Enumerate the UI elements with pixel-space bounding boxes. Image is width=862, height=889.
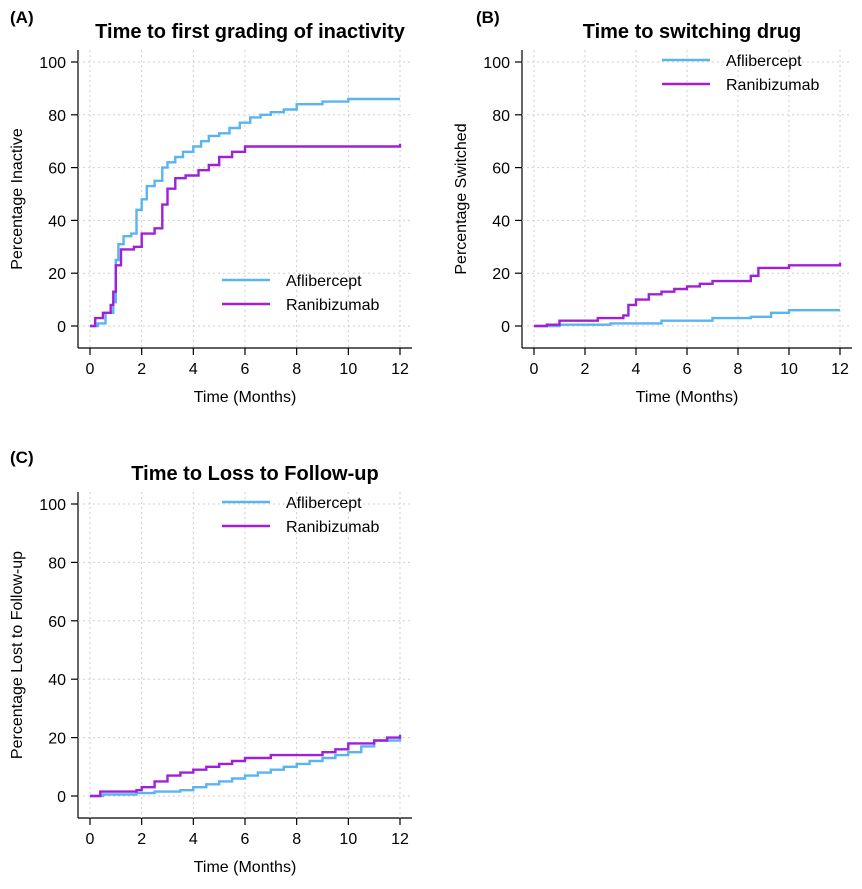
y-tick-label: 0	[57, 789, 66, 806]
x-tick-label: 4	[189, 361, 198, 378]
x-tick-label: 2	[581, 361, 590, 378]
x-tick-label: 10	[339, 831, 357, 848]
x-tick-label: 0	[86, 361, 95, 378]
x-tick-label: 12	[831, 361, 849, 378]
y-tick-label: 0	[501, 319, 510, 336]
y-tick-label: 20	[492, 266, 510, 283]
y-tick-label: 100	[39, 497, 66, 514]
x-axis-label: Time (Months)	[636, 389, 739, 406]
legend-label-ranibizumab: Ranibizumab	[726, 77, 819, 94]
y-tick-label: 60	[48, 614, 66, 631]
series-line-ranibizumab	[90, 734, 402, 798]
y-tick-label: 20	[48, 266, 66, 283]
panel-a-letter: (A)	[10, 8, 34, 27]
y-axis-label: Percentage Switched	[453, 123, 470, 274]
x-tick-label: 4	[632, 361, 641, 378]
legend-label-aflibercept: Aflibercept	[286, 273, 362, 290]
y-tick-label: 60	[48, 161, 66, 178]
panel-b-letter: (B)	[476, 8, 500, 27]
x-tick-label: 8	[292, 831, 301, 848]
series-line-aflibercept	[90, 737, 402, 798]
series-line-aflibercept	[90, 97, 400, 328]
legend-label-ranibizumab: Ranibizumab	[286, 519, 379, 536]
x-tick-label: 12	[391, 831, 409, 848]
y-tick-label: 40	[48, 213, 66, 230]
y-tick-label: 80	[48, 108, 66, 125]
x-axis-label: Time (Months)	[194, 389, 297, 406]
series-line-ranibizumab	[90, 143, 402, 328]
panel-0: 0 2 4 6 8 10 12 0 20 40 60 80 100 Time to first gradi…	[9, 21, 412, 406]
y-tick-label: 60	[492, 161, 510, 178]
x-tick-label: 6	[683, 361, 692, 378]
x-tick-label: 4	[189, 831, 198, 848]
legend-label-aflibercept: Aflibercept	[286, 495, 362, 512]
y-tick-label: 80	[48, 555, 66, 572]
x-tick-label: 10	[339, 361, 357, 378]
x-tick-label: 8	[292, 361, 301, 378]
x-tick-label: 10	[780, 361, 798, 378]
x-tick-label: 6	[241, 361, 250, 378]
y-tick-label: 100	[39, 55, 66, 72]
panel-1: 0 2 4 6 8 10 12 0 20 40 60 80 100 Time to switching d…	[453, 21, 852, 406]
chart-title: Time to switching drug	[583, 21, 802, 43]
y-axis-label: Percentage Inactive	[9, 128, 26, 270]
x-tick-label: 0	[86, 831, 95, 848]
y-tick-label: 80	[492, 108, 510, 125]
legend-label-aflibercept: Aflibercept	[726, 53, 802, 70]
panel-2: 0 2 4 6 8 10 12 0 20 40 60 80 100 Time to Loss to Fol…	[9, 463, 412, 876]
chart-title: Time to first grading of inactivity	[95, 21, 406, 43]
x-tick-label: 8	[734, 361, 743, 378]
panel-c-letter: (C)	[10, 448, 34, 467]
legend-label-ranibizumab: Ranibizumab	[286, 297, 379, 314]
x-tick-label: 6	[241, 831, 250, 848]
y-tick-label: 40	[492, 213, 510, 230]
y-tick-label: 100	[483, 55, 510, 72]
y-axis-label: Percentage Lost to Follow-up	[9, 551, 26, 759]
x-tick-label: 2	[137, 361, 146, 378]
y-tick-label: 40	[48, 672, 66, 689]
series-line-ranibizumab	[534, 262, 842, 328]
series-line-aflibercept	[534, 309, 840, 328]
y-tick-label: 20	[48, 731, 66, 748]
x-tick-label: 2	[137, 831, 146, 848]
x-axis-label: Time (Months)	[194, 859, 297, 876]
y-tick-label: 0	[57, 319, 66, 336]
x-tick-label: 0	[530, 361, 539, 378]
chart-title: Time to Loss to Follow-up	[131, 463, 378, 485]
x-tick-label: 12	[391, 361, 409, 378]
